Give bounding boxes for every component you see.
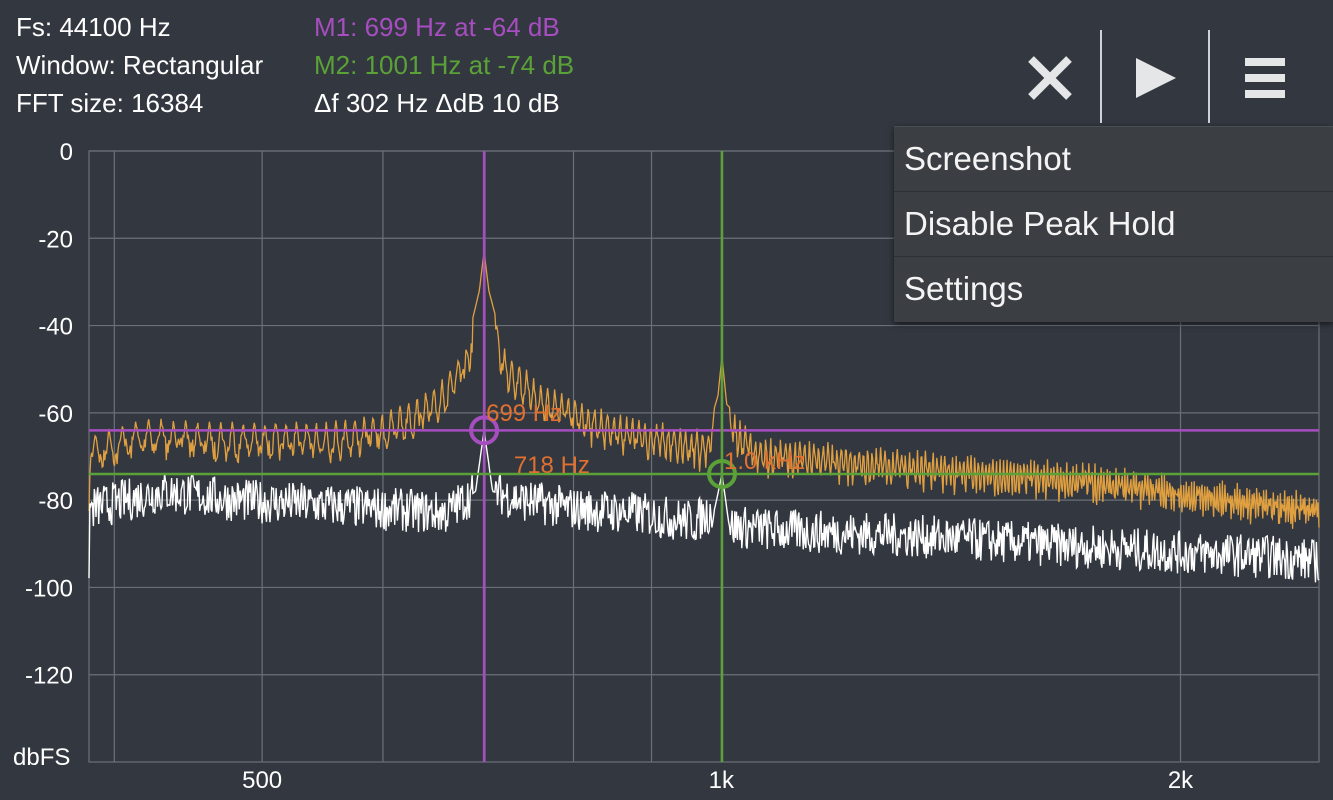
- y-axis-label: dbFS: [13, 744, 70, 771]
- y-axis-tick-labels: 0 -20 -40 -60 -80 -100 -120: [25, 139, 73, 690]
- window-type-text: Window: Rectangular: [16, 50, 264, 80]
- peak-frequency-label: 1.0 kHz: [724, 448, 805, 475]
- peak-frequency-label: 699 Hz: [486, 400, 562, 427]
- marker2-readout: M2: 1001 Hz at -74 dB: [314, 50, 575, 80]
- y-tick-label: -80: [38, 488, 73, 515]
- x-axis-tick-labels: 500 1k 2k: [242, 767, 1194, 794]
- chart-series: [88, 253, 1320, 583]
- marker1-readout: M1: 699 Hz at -64 dB: [314, 12, 560, 42]
- y-tick-label: -60: [38, 401, 73, 428]
- play-button[interactable]: [1102, 30, 1208, 125]
- y-tick-label: -40: [38, 314, 73, 341]
- fft-size-text: FFT size: 16384: [16, 88, 204, 118]
- chart-markers[interactable]: [89, 151, 1319, 762]
- marker-m2-handle: [706, 458, 737, 489]
- menu-item-settings[interactable]: Settings: [904, 270, 1024, 307]
- toolbar-separator: [1208, 30, 1210, 123]
- peak-hold-trace: [88, 253, 1320, 529]
- menu-item-disable-peak-hold[interactable]: Disable Peak Hold: [894, 192, 1333, 257]
- peak-frequency-label: 718 Hz: [514, 452, 590, 479]
- menu-icon: [1245, 57, 1285, 98]
- analysis-info: Fs: 44100 Hz Window: Rectangular FFT siz…: [16, 8, 263, 122]
- y-tick-label: 0: [60, 139, 73, 166]
- sample-rate-text: Fs: 44100 Hz: [16, 12, 171, 42]
- marker-delta-readout: Δf 302 Hz ΔdB 10 dB: [314, 88, 560, 118]
- x-tick-label: 2k: [1168, 767, 1194, 794]
- close-button[interactable]: [1000, 30, 1100, 125]
- toolbar-separator: [1100, 30, 1102, 123]
- overflow-menu: Screenshot Disable Peak Hold Settings: [894, 126, 1333, 322]
- x-tick-label: 1k: [709, 767, 735, 794]
- peak-labels: 699 Hz 718 Hz 1.0 kHz: [486, 400, 805, 479]
- overflow-menu-button[interactable]: [1210, 30, 1320, 125]
- y-tick-label: -120: [25, 663, 73, 690]
- menu-item-screenshot[interactable]: Screenshot: [894, 127, 1333, 192]
- live-trace: [88, 431, 1320, 583]
- marker-info: M1: 699 Hz at -64 dB M2: 1001 Hz at -74 …: [314, 8, 574, 122]
- y-tick-label: -20: [38, 226, 73, 253]
- close-icon: [1028, 55, 1072, 100]
- play-icon: [1136, 57, 1176, 98]
- marker-m1-handle: [469, 415, 500, 446]
- y-tick-label: -100: [25, 575, 73, 602]
- x-tick-label: 500: [242, 767, 282, 794]
